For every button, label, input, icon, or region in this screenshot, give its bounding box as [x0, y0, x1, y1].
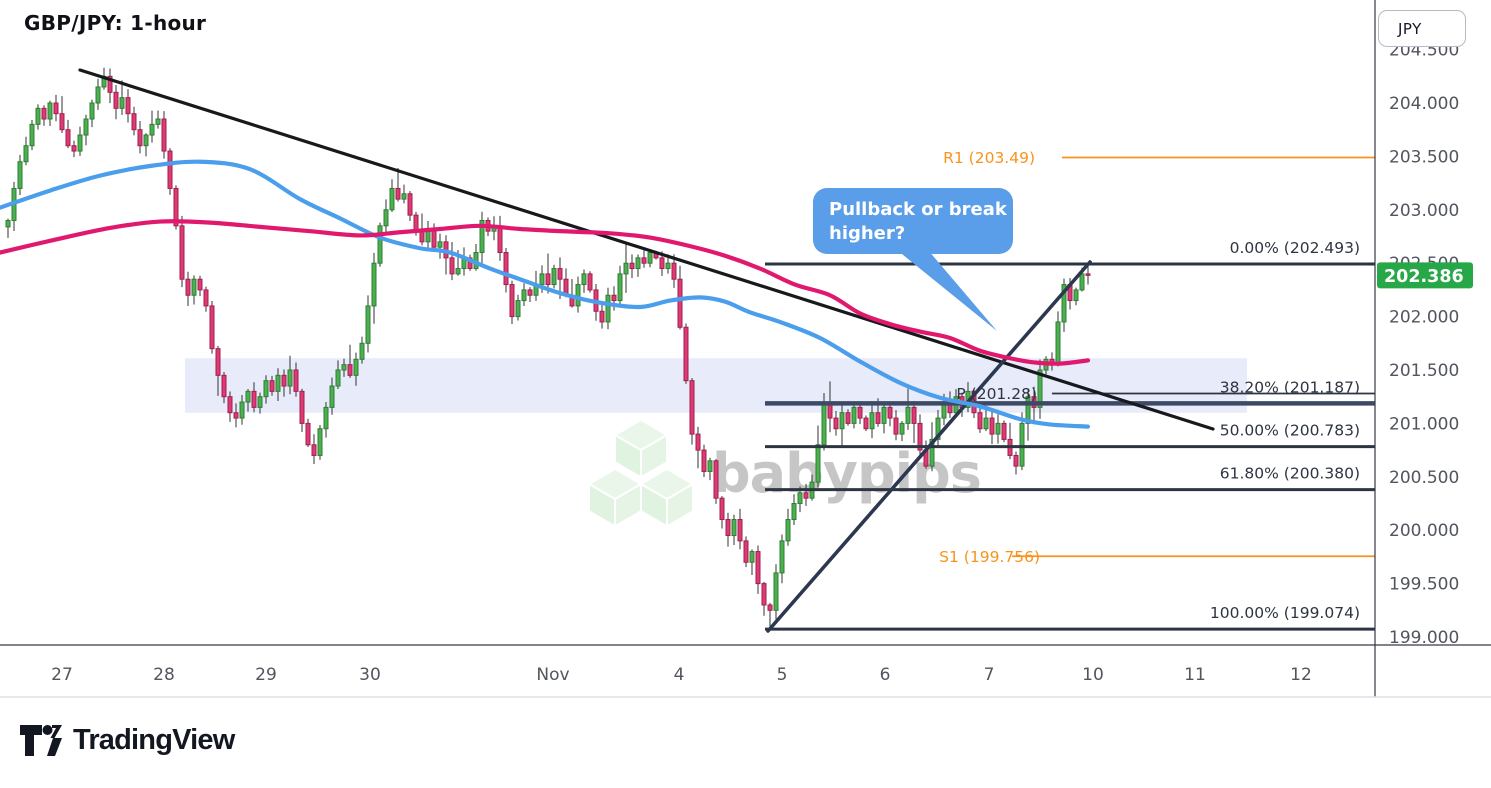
tradingview-logo-icon — [20, 724, 62, 756]
watermark-text: babypips — [712, 442, 981, 505]
time-tick-label: 10 — [1082, 665, 1104, 685]
price-tick-label: 202.000 — [1389, 308, 1459, 328]
time-tick-label: 11 — [1184, 665, 1206, 685]
price-axis[interactable]: 204.500204.000203.500203.000202.500202.0… — [1389, 41, 1459, 648]
pivot-label-S1: S1 (199.756) — [939, 548, 1040, 566]
price-tick-label: 200.000 — [1389, 521, 1459, 541]
time-tick-label: 30 — [359, 665, 381, 685]
time-tick-label: 6 — [880, 665, 891, 685]
time-tick-label: Nov — [536, 665, 569, 685]
fib-retracement[interactable]: 0.00% (202.493) 38.20% (201.187) 50.00% (2… — [765, 239, 1375, 631]
price-tick-label: 201.500 — [1389, 361, 1459, 381]
current-price-value: 202.386 — [1384, 267, 1464, 287]
time-tick-label: 29 — [255, 665, 277, 685]
price-tick-label: 204.000 — [1389, 94, 1459, 114]
ma-blue[interactable] — [0, 159, 1091, 429]
fib-level-label-0.00: 0.00% (202.493) — [1230, 239, 1360, 257]
price-tick-label: 201.000 — [1389, 414, 1459, 434]
candlestick-series[interactable] — [5, 75, 1091, 611]
tradingview-logo-text: TradingView — [73, 724, 235, 756]
time-tick-label: 5 — [777, 665, 788, 685]
callout-text-line1: Pullback or break — [829, 199, 1008, 220]
time-tick-label: 7 — [984, 665, 995, 685]
currency-label: JPY — [1398, 19, 1422, 38]
ma-pink[interactable] — [0, 219, 1091, 366]
callout-annotation[interactable]: Pullback or break higher? — [813, 188, 1013, 331]
descending-resistance-trendline[interactable] — [78, 68, 1215, 431]
tradingview-attribution[interactable]: TradingView — [20, 724, 235, 757]
price-tick-label: 199.000 — [1389, 628, 1459, 648]
time-tick-label: 12 — [1290, 665, 1312, 685]
fib-level-label-50.00: 50.00% (200.783) — [1220, 422, 1360, 440]
fib-level-label-61.80: 61.80% (200.380) — [1220, 465, 1360, 483]
chart-title: GBP/JPY: 1-hour — [24, 11, 207, 35]
currency-selector[interactable]: JPY — [1378, 10, 1466, 47]
time-tick-label: 28 — [153, 665, 175, 685]
price-tick-label: 203.500 — [1389, 147, 1459, 167]
time-axis[interactable]: 27 28 29 30 Nov 4 5 6 7 10 11 12 — [51, 665, 1312, 685]
current-price-badge: 202.386 — [1377, 262, 1473, 289]
pivot-label-R1: R1 (203.49) — [943, 149, 1035, 167]
fib-level-label-100.00: 100.00% (199.074) — [1210, 604, 1360, 622]
callout-text-line2: higher? — [829, 223, 905, 244]
ascending-support-trendline[interactable] — [766, 260, 1092, 633]
price-tick-label: 199.500 — [1389, 575, 1459, 595]
price-tick-label: 200.500 — [1389, 468, 1459, 488]
price-tick-label: 203.000 — [1389, 201, 1459, 221]
fib-level-label-38.20: 38.20% (201.187) — [1220, 378, 1360, 396]
babypips-watermark: babypips — [587, 418, 982, 529]
time-tick-label: 4 — [674, 665, 685, 685]
time-tick-label: 27 — [51, 665, 73, 685]
pivot-levels[interactable]: R1 (203.49)P (201.28)S1 (199.756) — [939, 149, 1375, 566]
